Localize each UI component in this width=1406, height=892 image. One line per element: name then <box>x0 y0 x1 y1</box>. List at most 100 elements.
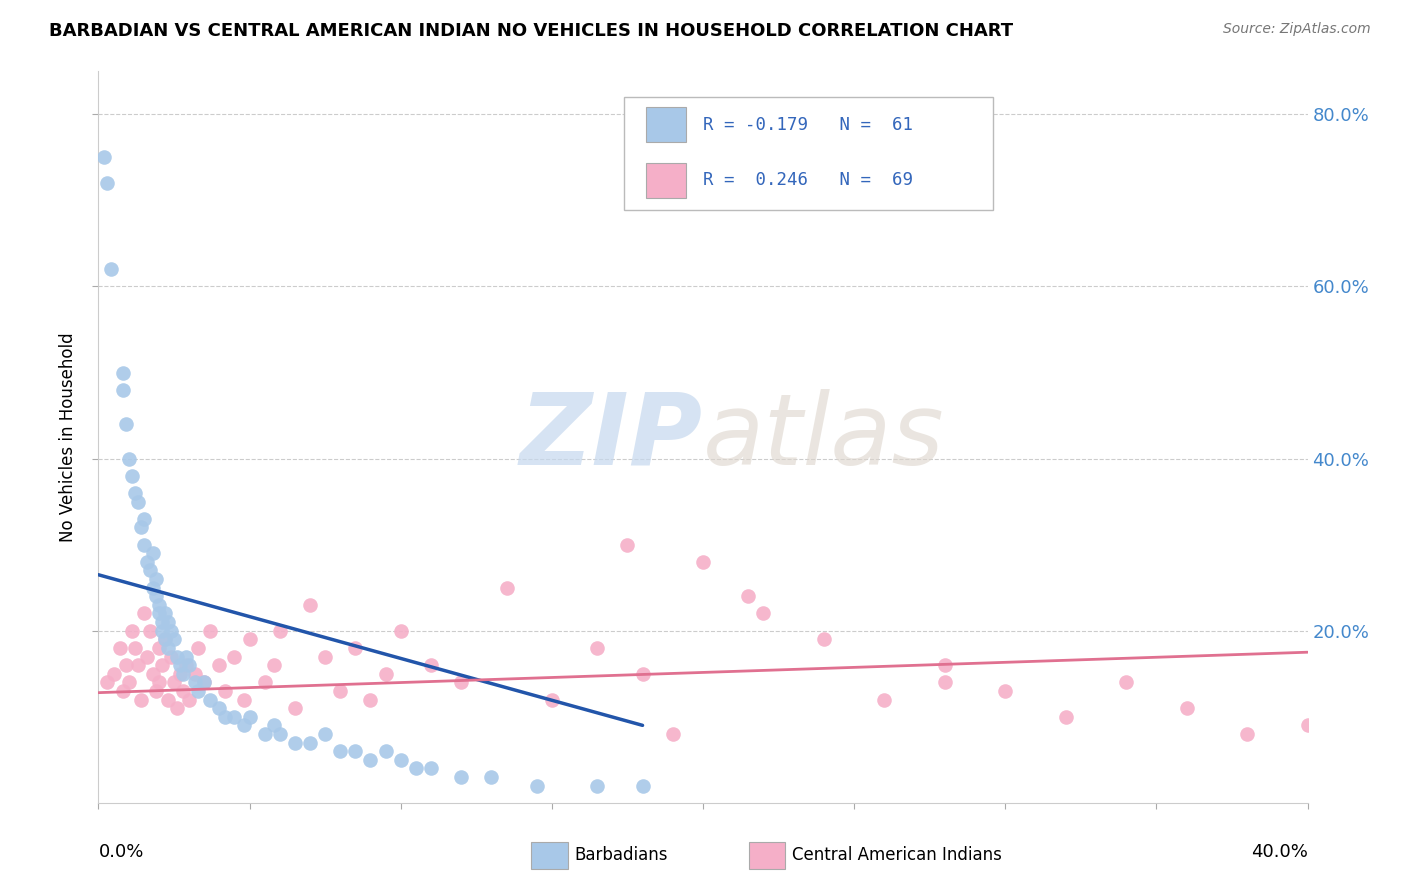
Point <box>179 658 201 673</box>
Point <box>269 727 291 741</box>
FancyBboxPatch shape <box>531 842 568 869</box>
Point <box>145 684 167 698</box>
Point <box>166 701 188 715</box>
Point <box>145 589 167 603</box>
Point <box>114 658 136 673</box>
Text: 40.0%: 40.0% <box>1251 843 1308 861</box>
Point <box>737 589 759 603</box>
Point <box>214 684 236 698</box>
Point <box>200 624 222 638</box>
Point <box>208 701 231 715</box>
Point <box>187 684 209 698</box>
Point <box>153 632 176 647</box>
Point <box>586 779 609 793</box>
Point <box>214 710 236 724</box>
Text: BARBADIAN VS CENTRAL AMERICAN INDIAN NO VEHICLES IN HOUSEHOLD CORRELATION CHART: BARBADIAN VS CENTRAL AMERICAN INDIAN NO … <box>49 22 1014 40</box>
Point <box>172 666 194 681</box>
Point <box>118 675 141 690</box>
Point <box>299 598 322 612</box>
Point <box>135 649 157 664</box>
Point <box>200 692 222 706</box>
Point <box>193 675 215 690</box>
Point <box>389 624 412 638</box>
Point <box>994 684 1017 698</box>
Point <box>873 692 896 706</box>
Point <box>124 640 146 655</box>
Point <box>232 692 254 706</box>
Point <box>934 658 956 673</box>
Point <box>139 564 162 578</box>
FancyBboxPatch shape <box>624 97 993 211</box>
Point <box>121 624 143 638</box>
Text: atlas: atlas <box>703 389 945 485</box>
Point <box>344 744 367 758</box>
Point <box>631 666 654 681</box>
Point <box>108 640 131 655</box>
Point <box>174 658 197 673</box>
Point <box>179 692 201 706</box>
Point <box>121 468 143 483</box>
Point <box>163 632 186 647</box>
Point <box>481 770 503 784</box>
Point <box>540 692 562 706</box>
Point <box>156 692 179 706</box>
Point <box>232 718 254 732</box>
Point <box>187 640 209 655</box>
Point <box>129 520 152 534</box>
Point <box>111 684 134 698</box>
Point <box>148 598 170 612</box>
Point <box>269 624 291 638</box>
Point <box>96 675 118 690</box>
Point <box>184 675 207 690</box>
Point <box>111 366 134 380</box>
Point <box>114 417 136 432</box>
Point <box>145 572 167 586</box>
Point <box>360 692 382 706</box>
Point <box>616 538 638 552</box>
Point <box>284 735 307 749</box>
Point <box>284 701 307 715</box>
Point <box>193 675 215 690</box>
Point <box>208 658 231 673</box>
Point <box>813 632 835 647</box>
Point <box>1054 710 1077 724</box>
Point <box>329 744 352 758</box>
Point <box>132 538 155 552</box>
Point <box>374 666 396 681</box>
Point <box>450 770 472 784</box>
Point <box>661 727 683 741</box>
Point <box>156 640 179 655</box>
Point <box>263 658 285 673</box>
Point <box>1236 727 1258 741</box>
Text: Barbadians: Barbadians <box>575 847 668 864</box>
Point <box>150 658 173 673</box>
Text: Central American Indians: Central American Indians <box>793 847 1002 864</box>
Point <box>129 692 152 706</box>
Point <box>586 640 609 655</box>
Point <box>166 649 188 664</box>
Point <box>420 658 443 673</box>
Point <box>1296 718 1319 732</box>
Point <box>389 753 412 767</box>
Point <box>135 555 157 569</box>
Point <box>160 624 183 638</box>
Point <box>118 451 141 466</box>
Point <box>169 658 191 673</box>
Point <box>150 624 173 638</box>
Point <box>526 779 548 793</box>
Point <box>174 649 197 664</box>
Point <box>139 624 162 638</box>
Point <box>148 675 170 690</box>
FancyBboxPatch shape <box>647 107 686 143</box>
Point <box>405 761 427 775</box>
Point <box>153 607 176 621</box>
Point <box>142 666 165 681</box>
Point <box>631 779 654 793</box>
Point <box>156 615 179 629</box>
Point <box>239 710 262 724</box>
Point <box>360 753 382 767</box>
Point <box>100 262 122 277</box>
Point <box>1115 675 1137 690</box>
Point <box>172 684 194 698</box>
FancyBboxPatch shape <box>749 842 785 869</box>
